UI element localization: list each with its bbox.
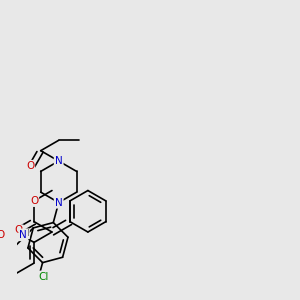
Text: N: N (55, 156, 63, 166)
Text: N: N (55, 197, 63, 208)
Text: O: O (26, 161, 34, 171)
Text: Cl: Cl (38, 272, 49, 282)
Text: H: H (22, 229, 29, 238)
Text: O: O (30, 196, 38, 206)
Text: N: N (20, 230, 27, 240)
Text: O: O (0, 230, 4, 240)
Text: O: O (15, 226, 23, 236)
